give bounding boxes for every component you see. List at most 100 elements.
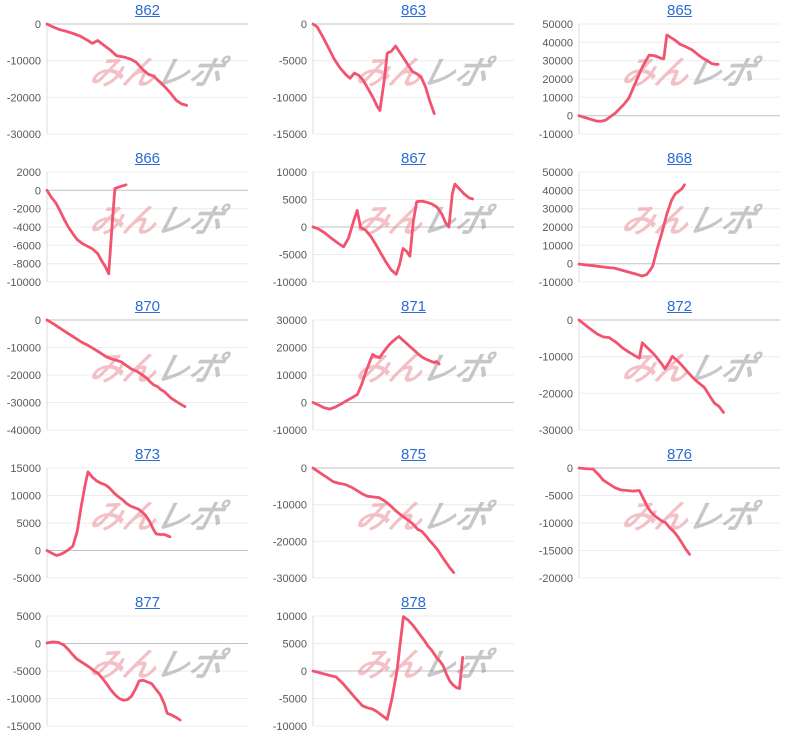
y-tick-label: 0 <box>301 19 307 31</box>
y-tick-label: 10000 <box>276 611 307 623</box>
watermark-gray-part: レポ <box>418 203 498 239</box>
watermark: みんレポ <box>618 203 764 239</box>
y-tick-label: -20000 <box>273 536 307 548</box>
watermark-text: みんレポ <box>618 499 764 535</box>
y-tick-label: 10000 <box>542 92 573 104</box>
y-tick-label: -10000 <box>7 343 41 355</box>
y-tick-label: 0 <box>301 222 307 234</box>
chart-cell-868: 868 50000 40000 30000 20000 10000 0 -10000 みんレポ <box>532 148 798 296</box>
machine-number-link-866[interactable]: 866 <box>134 150 161 167</box>
chart-cell-862: 862 0 -10000 -20000 -30000 みんレポ <box>0 0 266 148</box>
payout-line <box>311 466 456 574</box>
machine-number-link-873[interactable]: 873 <box>134 446 161 463</box>
y-tick-label: 30000 <box>542 56 573 68</box>
chart-cell-867: 867 10000 5000 0 -5000 -10000 みんレポ <box>266 148 532 296</box>
machine-number-link-868[interactable]: 868 <box>666 150 693 167</box>
y-tick-label: -5000 <box>279 694 307 706</box>
watermark-text: みんレポ <box>352 351 498 387</box>
y-tick-label: 20000 <box>542 74 573 86</box>
machine-number-link-877[interactable]: 877 <box>134 594 161 611</box>
machine-number-link-865[interactable]: 865 <box>666 2 693 19</box>
watermark-text: みんレポ <box>352 203 498 239</box>
payout-chart-862: 0 -10000 -20000 -30000 みんレポ <box>7 19 248 141</box>
machine-number-link-875[interactable]: 875 <box>400 446 427 463</box>
payout-chart-875: 0 -10000 -20000 -30000 みんレポ <box>273 463 514 585</box>
payout-chart-877: 5000 0 -5000 -10000 -15000 みんレポ <box>7 611 248 733</box>
y-tick-label: -10000 <box>273 277 307 289</box>
y-tick-label: -10000 <box>273 721 307 733</box>
y-tick-label: 10000 <box>542 240 573 252</box>
payout-line <box>311 22 436 115</box>
chart-cell-866: 866 2000 0 -2000 -4000 -6000 -8000 -10000 みんレポ <box>0 148 266 296</box>
watermark: みんレポ <box>352 647 498 683</box>
y-tick-label: -2000 <box>13 204 41 216</box>
watermark-gray-part: レポ <box>684 499 764 535</box>
watermark-text: みんレポ <box>86 203 232 239</box>
y-tick-label: -15000 <box>539 546 573 558</box>
y-tick-label: 5000 <box>283 195 307 207</box>
watermark: みんレポ <box>86 647 232 683</box>
y-tick-label: -10000 <box>539 352 573 364</box>
y-tick-label: -8000 <box>13 259 41 271</box>
y-tick-label: 0 <box>567 111 573 123</box>
machine-number-link-870[interactable]: 870 <box>134 298 161 315</box>
y-tick-label: -10000 <box>539 129 573 141</box>
watermark-pink-part: みん <box>352 351 429 387</box>
payout-line <box>311 335 441 411</box>
watermark-pink-part: みん <box>618 203 695 239</box>
y-tick-label: -10000 <box>7 694 41 706</box>
watermark: みんレポ <box>86 203 232 239</box>
payout-chart-866: 2000 0 -2000 -4000 -6000 -8000 -10000 みんレポ <box>7 167 248 289</box>
y-tick-label: -40000 <box>7 425 41 437</box>
payout-line <box>45 22 189 107</box>
y-tick-label: -30000 <box>7 398 41 410</box>
y-tick-label: -10000 <box>273 500 307 512</box>
chart-cell-870: 870 0 -10000 -20000 -30000 -40000 みんレポ <box>0 296 266 444</box>
machine-number-link-867[interactable]: 867 <box>400 150 427 167</box>
y-tick-label: 40000 <box>542 185 573 197</box>
payout-line <box>577 466 692 556</box>
watermark-gray-part: レポ <box>418 351 498 387</box>
chart-cell-876: 876 0 -5000 -10000 -15000 -20000 みんレポ <box>532 444 798 592</box>
chart-title-row: 876 <box>579 444 780 466</box>
payout-line <box>311 182 475 276</box>
watermark-pink-part: みん <box>86 55 163 91</box>
watermark-text: みんレポ <box>618 55 764 91</box>
payout-line <box>45 640 182 722</box>
chart-title-row: 863 <box>313 0 514 22</box>
y-tick-label: -10000 <box>539 518 573 530</box>
watermark-gray-part: レポ <box>152 647 232 683</box>
watermark-gray-part: レポ <box>152 499 232 535</box>
watermark: みんレポ <box>352 499 498 535</box>
y-tick-label: 0 <box>567 315 573 327</box>
y-tick-label: -20000 <box>539 573 573 585</box>
y-tick-label: 20000 <box>542 222 573 234</box>
chart-title-row: 873 <box>47 444 248 466</box>
machine-number-link-876[interactable]: 876 <box>666 446 693 463</box>
y-tick-label: 10000 <box>10 491 41 503</box>
machine-number-link-872[interactable]: 872 <box>666 298 693 315</box>
y-tick-label: 10000 <box>276 370 307 382</box>
y-tick-label: 0 <box>35 639 41 651</box>
y-tick-label: 0 <box>567 463 573 475</box>
machine-number-link-862[interactable]: 862 <box>134 2 161 19</box>
y-tick-label: 0 <box>35 315 41 327</box>
machine-number-link-878[interactable]: 878 <box>400 594 427 611</box>
machine-number-link-871[interactable]: 871 <box>400 298 427 315</box>
payout-chart-876: 0 -5000 -10000 -15000 -20000 みんレポ <box>539 463 780 585</box>
watermark-pink-part: みん <box>352 203 429 239</box>
watermark-text: みんレポ <box>86 55 232 91</box>
watermark-pink-part: みん <box>352 647 429 683</box>
y-tick-label: -4000 <box>13 222 41 234</box>
chart-cell-873: 873 15000 10000 5000 0 -5000 みんレポ <box>0 444 266 592</box>
y-tick-label: -5000 <box>13 573 41 585</box>
watermark: みんレポ <box>86 55 232 91</box>
payout-chart-867: 10000 5000 0 -5000 -10000 みんレポ <box>273 167 514 289</box>
watermark: みんレポ <box>618 55 764 91</box>
payout-chart-865: 50000 40000 30000 20000 10000 0 -10000 みんレポ <box>539 19 780 141</box>
machine-number-link-863[interactable]: 863 <box>400 2 427 19</box>
payout-chart-878: 10000 5000 0 -5000 -10000 みんレポ <box>273 611 514 733</box>
y-tick-label: 2000 <box>17 167 41 179</box>
